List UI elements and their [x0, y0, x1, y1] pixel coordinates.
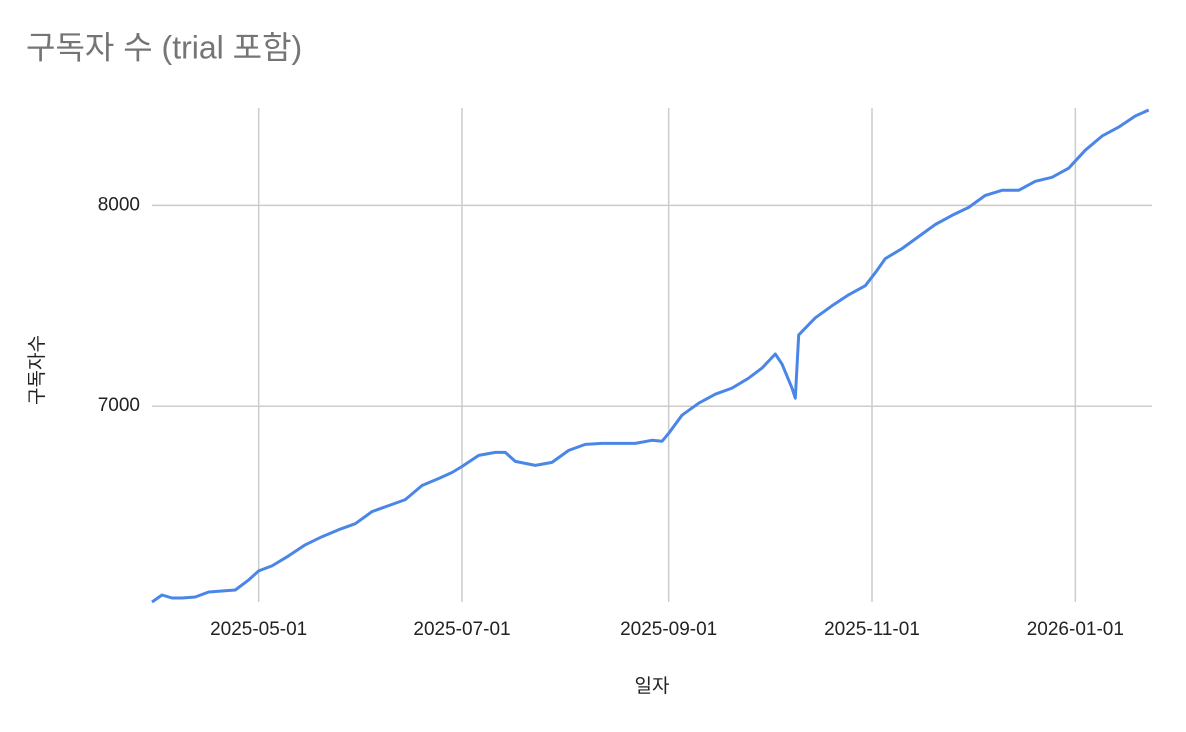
- x-tick-label: 2026-01-01: [1027, 619, 1124, 640]
- x-tick-label: 2025-09-01: [620, 619, 717, 640]
- y-tick-label: 7000: [98, 395, 140, 416]
- x-tick-label: 2025-07-01: [413, 619, 510, 640]
- x-axis-title: 일자: [635, 675, 670, 697]
- y-axis-title: 구독자수: [26, 335, 48, 405]
- y-tick-label: 8000: [98, 194, 140, 215]
- x-tick-label: 2025-05-01: [210, 619, 307, 640]
- data-line: [151, 108, 1150, 604]
- chart-title: 구독자 수 (trial 포함): [26, 29, 302, 65]
- x-tick-label: 2025-11-01: [824, 619, 920, 640]
